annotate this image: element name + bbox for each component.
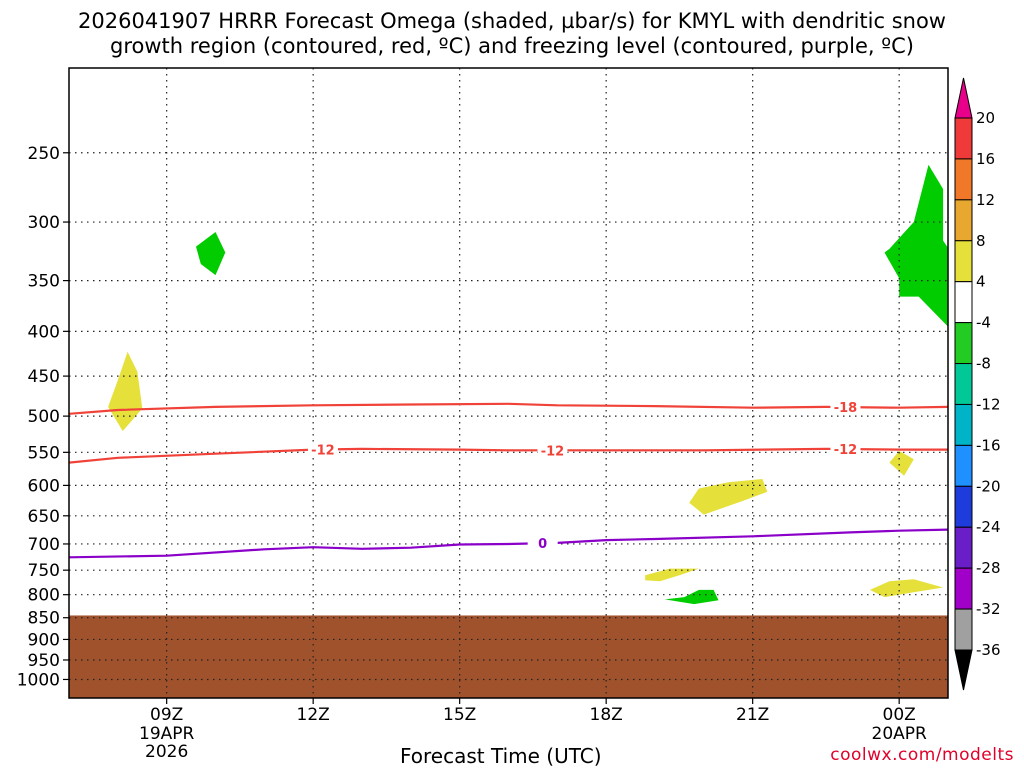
colorbar-tick--12: -12 [976, 395, 1001, 413]
colorbar-band-8 [954, 444, 973, 487]
colorbar: 20 16 12 8 4 -4 -8 -12 -16 -20 -24 -28 -32 -36 [954, 77, 1001, 691]
colorbar-band-2 [954, 199, 973, 242]
omega-shade-region-1 [884, 164, 948, 327]
y-tick-label-450: 450 [28, 367, 60, 387]
contour-line-0 [69, 528, 948, 559]
y-tick-label-950: 950 [28, 651, 60, 671]
site-credit[interactable]: coolwx.com/modelts [830, 745, 1014, 765]
y-tick-label-600: 600 [28, 476, 60, 496]
axes: 2503003504004505005506006507007508008509… [17, 67, 949, 762]
colorbar-tick--8: -8 [976, 355, 991, 373]
colorbar-band-1 [954, 158, 973, 201]
colorbar-tick--32: -32 [976, 600, 1001, 618]
colorbar-band-11 [954, 567, 973, 610]
x-tick-label-00Z: 00Z [883, 705, 916, 725]
x-tick-date-09Z: 19APR [139, 724, 195, 744]
colorbar-band-0 [954, 117, 973, 160]
colorbar-bottom-arrow [954, 649, 973, 691]
y-tick-label-500: 500 [28, 407, 60, 427]
y-tick-label-800: 800 [28, 586, 60, 606]
y-tick-label-850: 850 [28, 609, 60, 629]
omega-shade-region-5 [645, 568, 699, 582]
contour-label-bg--12-2 [830, 442, 861, 457]
colorbar-band-4 [954, 281, 973, 324]
contour-label--12-0: -12 [311, 443, 335, 458]
contour-label-bg--18-0 [830, 400, 861, 415]
colorbar-tick-8: 8 [976, 232, 986, 250]
omega-shade-region-7 [889, 450, 914, 476]
y-tick-label-750: 750 [28, 561, 60, 581]
contour-line--12 [69, 447, 948, 464]
y-tick-label-1000: 1000 [17, 670, 60, 690]
colorbar-tick-4: 4 [976, 273, 986, 291]
x-tick-year-09Z: 2026 [145, 742, 188, 762]
colorbar-top-arrow [954, 77, 973, 119]
y-tick-label-400: 400 [28, 322, 60, 342]
ground-below-surface [69, 615, 948, 698]
omega-shade-region-2 [664, 589, 719, 605]
colorbar-tick-12: 12 [976, 191, 995, 209]
omega-shade-region-0 [196, 232, 226, 276]
plot-area: -18 -12 -12 -12 0 [69, 68, 948, 698]
y-tick-label-300: 300 [28, 213, 60, 233]
colorbar-tick--24: -24 [976, 518, 1001, 536]
colorbar-tick-16: 16 [976, 150, 995, 168]
chart-title-line-1: 2026041907 HRRR Forecast Omega (shaded, … [78, 9, 946, 33]
contour-line--18 [69, 402, 948, 415]
y-tick-label-650: 650 [28, 507, 60, 527]
colorbar-tick--28: -28 [976, 559, 1001, 577]
colorbar-band-9 [954, 485, 973, 528]
colorbar-tick-20: 20 [976, 109, 995, 127]
colorbar-band-5 [954, 322, 973, 365]
contour-label-bg-0-0 [527, 536, 558, 551]
colorbar-band-10 [954, 526, 973, 569]
x-tick-label-18Z: 18Z [590, 705, 623, 725]
y-tick-label-250: 250 [28, 144, 60, 164]
contour-label--12-1: -12 [541, 444, 565, 459]
x-tick-date-00Z: 20APR [872, 724, 928, 744]
x-tick-label-12Z: 12Z [297, 705, 330, 725]
colorbar-band-3 [954, 240, 973, 283]
colorbar-band-7 [954, 403, 973, 446]
contour-label--12-2: -12 [834, 443, 858, 458]
omega-shade-region-6 [869, 579, 944, 598]
y-tick-label-900: 900 [28, 630, 60, 650]
contour-label-0-0: 0 [538, 537, 547, 552]
x-tick-label-21Z: 21Z [736, 705, 769, 725]
y-tick-label-700: 700 [28, 535, 60, 555]
colorbar-band-12 [954, 608, 973, 651]
colorbar-tick--20: -20 [976, 477, 1001, 495]
y-tick-label-550: 550 [28, 443, 60, 463]
plot-frame [68, 67, 949, 699]
chart-title-line-2: growth region (contoured, red, ºC) and f… [110, 34, 914, 58]
omega-shade-region-3 [108, 351, 143, 431]
omega-shade-region-4 [689, 479, 768, 515]
x-tick-label-09Z: 09Z [150, 705, 183, 725]
colorbar-band-6 [954, 363, 973, 405]
contour-label-bg--12-1 [537, 443, 568, 458]
colorbar-tick--36: -36 [976, 641, 1001, 659]
contour-label--18-0: -18 [834, 401, 858, 416]
contour-label-bg--12-0 [307, 442, 338, 457]
colorbar-tick--16: -16 [976, 436, 1001, 454]
colorbar-tick--4: -4 [976, 314, 991, 332]
y-tick-label-350: 350 [28, 272, 60, 292]
x-tick-label-15Z: 15Z [443, 705, 476, 725]
x-axis-title: Forecast Time (UTC) [400, 744, 602, 768]
